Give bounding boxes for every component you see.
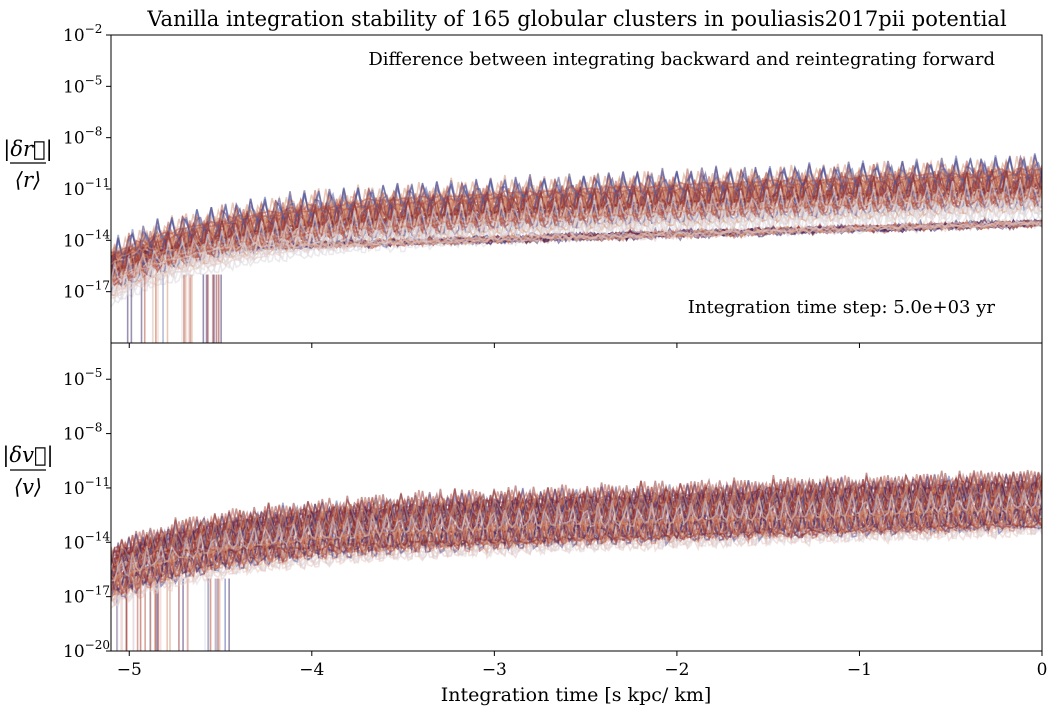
y-tick-label: 10−5: [63, 366, 102, 390]
y-label-velocity: |δv⃗| ⟨v⟩: [2, 443, 53, 499]
annotation-difference: Difference between integrating backward …: [368, 49, 995, 70]
series-line: [111, 179, 1042, 284]
y-label-position-denominator: ⟨r⟩: [15, 168, 41, 192]
series-line: [111, 512, 1042, 606]
y-tick-label: 10−14: [63, 529, 110, 553]
x-tick-label: −5: [117, 660, 142, 680]
x-axis-label: Integration time [s kpc/ km]: [441, 684, 712, 706]
axes-frame-velocity: [110, 342, 1043, 652]
y-tick-label: 10−17: [63, 279, 110, 303]
chart-title: Vanilla integration stability of 165 glo…: [146, 7, 1007, 31]
x-tick-label: −2: [664, 660, 689, 680]
x-tick-label: 0: [1037, 660, 1048, 680]
y-label-velocity-denominator: ⟨v⟩: [14, 475, 42, 499]
series-line: [111, 220, 1042, 285]
y-tick-label: 10−11: [63, 176, 110, 200]
x-tick-label: −4: [299, 660, 324, 680]
y-label-velocity-numerator: |δv⃗|: [2, 443, 53, 468]
panel-velocity: 10−5 10−8 10−11 10−14 10−17 10−20 |δv⃗| ⟨v⟩: [2, 342, 1043, 662]
y-axis-position: 10−2 10−5 10−8 10−11 10−14 10−17: [63, 22, 111, 303]
y-tick-label: 10−8: [63, 421, 102, 445]
y-label-position-numerator: |δr⃗|: [3, 137, 52, 162]
y-tick-label: 10−17: [63, 584, 110, 608]
series-group-velocity: [111, 469, 1042, 651]
series-line: [111, 172, 1042, 261]
y-axis-velocity: 10−5 10−8 10−11 10−14 10−17 10−20: [63, 366, 111, 662]
y-tick-label: 10−20: [63, 638, 110, 662]
y-tick-label: 10−11: [63, 475, 110, 499]
y-tick-label: 10−5: [63, 73, 102, 97]
series-line: [111, 471, 1042, 567]
panel-position: 10−2 10−5 10−8 10−11 10−14 10−17 Difference b…: [3, 22, 1043, 344]
series-line: [111, 502, 1042, 598]
y-tick-label: 10−2: [63, 22, 102, 46]
y-tick-label: 10−14: [63, 227, 110, 251]
series-line: [111, 167, 1042, 255]
x-tick-label: −1: [847, 660, 872, 680]
annotation-time-step: Integration time step: 5.0e+03 yr: [688, 297, 996, 318]
series-group-position: [111, 153, 1042, 343]
y-label-position: |δr⃗| ⟨r⟩: [3, 137, 52, 192]
series-line: [111, 175, 1042, 285]
y-tick-label: 10−8: [63, 125, 102, 149]
x-tick-label: −3: [482, 660, 507, 680]
x-axis: −5 −4 −3 −2 −1 0: [117, 343, 1048, 680]
series-line: [111, 170, 1042, 273]
